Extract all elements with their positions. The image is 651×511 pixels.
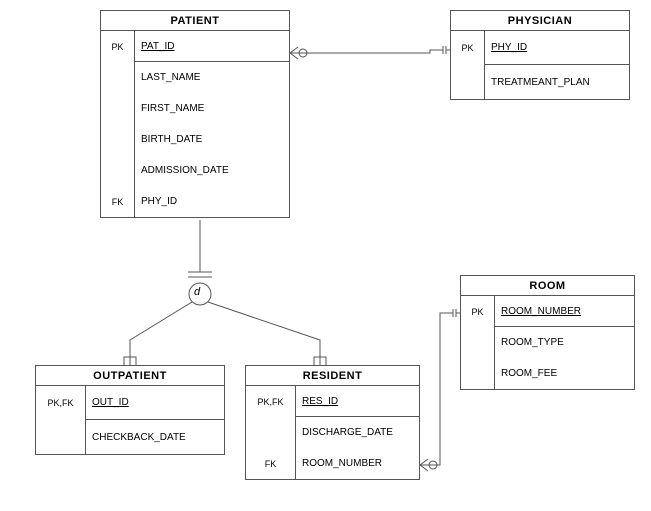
key-cell bbox=[451, 65, 484, 99]
attr-cell: ROOM_TYPE bbox=[495, 327, 634, 358]
er-canvas: PATIENT PK FK PAT_ID LAST_NAME FIRST_NAM… bbox=[0, 0, 651, 511]
attr-cell: PHY_ID bbox=[135, 186, 289, 217]
entity-outpatient: OUTPATIENT PK,FK OUT_ID CHECKBACK_DATE bbox=[35, 365, 225, 455]
key-cell bbox=[101, 62, 134, 93]
key-cell bbox=[101, 124, 134, 155]
entity-resident: RESIDENT PK,FK FK RES_ID DISCHARGE_DATE … bbox=[245, 365, 420, 480]
attr-cell: PHY_ID bbox=[485, 31, 629, 65]
attr-cell: ROOM_NUMBER bbox=[495, 296, 634, 327]
entity-title: PHYSICIAN bbox=[451, 11, 629, 31]
attr-cell: RES_ID bbox=[296, 386, 419, 417]
attr-cell: CHECKBACK_DATE bbox=[86, 420, 224, 454]
connector-out-u bbox=[124, 357, 136, 365]
entity-room: ROOM PK ROOM_NUMBER ROOM_TYPE ROOM_FEE bbox=[460, 275, 635, 390]
attr-cell: OUT_ID bbox=[86, 386, 224, 420]
connector-patient-physician-crow bbox=[290, 47, 307, 59]
key-cell bbox=[36, 420, 85, 454]
attr-cell: FIRST_NAME bbox=[135, 93, 289, 124]
entity-title: PATIENT bbox=[101, 11, 289, 31]
key-cell bbox=[461, 327, 494, 358]
connector-patient-physician bbox=[290, 46, 450, 54]
attr-cell: PAT_ID bbox=[135, 31, 289, 62]
entity-patient: PATIENT PK FK PAT_ID LAST_NAME FIRST_NAM… bbox=[100, 10, 290, 218]
connector-inherit-to-outpatient bbox=[130, 302, 192, 365]
key-cell: FK bbox=[101, 186, 134, 217]
entity-title: OUTPATIENT bbox=[36, 366, 224, 386]
key-cell: PK bbox=[101, 31, 134, 62]
key-cell bbox=[101, 155, 134, 186]
connector-res-u bbox=[314, 357, 326, 365]
attr-cell: ADMISSION_DATE bbox=[135, 155, 289, 186]
attr-cell: ROOM_NUMBER bbox=[296, 448, 419, 479]
entity-title: ROOM bbox=[461, 276, 634, 296]
attr-cell: TREATMEANT_PLAN bbox=[485, 65, 629, 99]
entity-physician: PHYSICIAN PK PHY_ID TREATMEANT_PLAN bbox=[450, 10, 630, 100]
key-cell: PK bbox=[461, 296, 494, 327]
connector-resident-room bbox=[420, 309, 460, 465]
attr-cell: LAST_NAME bbox=[135, 62, 289, 93]
inheritance-symbol: d bbox=[194, 286, 200, 298]
key-cell bbox=[246, 417, 295, 448]
key-cell bbox=[461, 358, 494, 389]
attr-cell: ROOM_FEE bbox=[495, 358, 634, 389]
connector-inherit-to-resident bbox=[208, 302, 320, 365]
key-cell: PK,FK bbox=[246, 386, 295, 417]
key-cell: PK,FK bbox=[36, 386, 85, 420]
connector-resident-room-crow bbox=[420, 459, 437, 471]
entity-title: RESIDENT bbox=[246, 366, 419, 386]
key-cell: PK bbox=[451, 31, 484, 65]
attr-cell: BIRTH_DATE bbox=[135, 124, 289, 155]
attr-cell: DISCHARGE_DATE bbox=[296, 417, 419, 448]
key-cell: FK bbox=[246, 448, 295, 479]
key-cell bbox=[101, 93, 134, 124]
